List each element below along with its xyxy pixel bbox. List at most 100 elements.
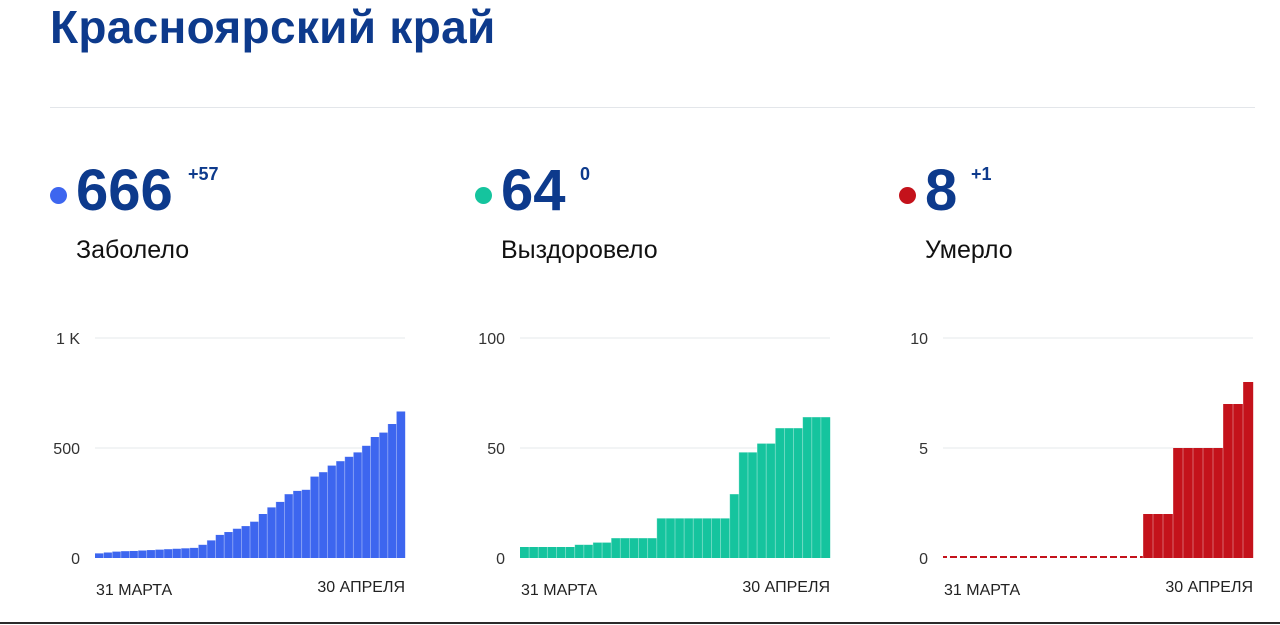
bar [318,472,328,558]
bar [301,489,311,558]
page-title: Красноярский край [50,1,496,53]
bar [620,538,630,558]
stat-infected: 666 +57 Заболело [50,160,450,270]
x-label-start: 31 МАРТА [96,582,172,599]
bar [258,514,268,558]
bar [693,518,703,558]
deaths-delta: +1 [971,164,992,184]
x-label-start: 31 МАРТА [944,582,1020,599]
bar [379,432,388,558]
bar [638,538,648,558]
bar [189,547,199,558]
recovered-dot-icon [475,187,492,204]
bar [146,550,156,558]
bar [757,443,767,558]
bar [1213,448,1224,558]
bar [520,547,530,558]
x-label-end: 30 АПРЕЛЯ [317,579,405,596]
stat-deaths: 8 +1 Умерло [899,160,1280,270]
recovered-chart: 0 50 100 31 МАРТА 30 АПРЕЛЯ [478,331,831,599]
bar [720,518,730,558]
recovered-delta: 0 [580,164,591,184]
y-tick-label: 100 [478,331,505,348]
bar [1153,514,1164,558]
bar [344,456,354,558]
bar [793,428,803,558]
bar [766,443,776,558]
bar [711,518,721,558]
recovered-value: 64 [501,158,566,223]
bar [1203,448,1214,558]
bar [684,518,694,558]
bar [565,547,575,558]
bar [1173,448,1184,558]
infected-label: Заболело [76,236,190,264]
bar [336,461,345,558]
bar [820,417,831,558]
bar [574,544,585,558]
bar [120,551,130,558]
bar [172,548,182,558]
y-tick-label: 500 [53,441,80,458]
bar [163,549,173,558]
x-label-end: 30 АПРЕЛЯ [742,579,830,596]
bar [129,550,139,558]
bar [232,528,242,558]
bar [1143,514,1154,558]
bar [802,417,812,558]
bar [775,428,785,558]
bar [241,526,251,558]
y-tick-label: 10 [910,331,928,348]
bar [665,518,676,558]
bar [784,428,794,558]
y-tick-label: 1 K [56,331,80,348]
bar [361,445,371,558]
bar [1243,382,1254,558]
bar [293,490,302,558]
bar [138,550,147,558]
bar [538,547,548,558]
x-label-start: 31 МАРТА [521,582,597,599]
infected-chart: 0 500 1 K 31 МАРТА 30 АПРЕЛЯ [53,331,406,599]
bar [206,540,216,558]
deaths-dot-icon [899,187,916,204]
y-tick-label: 0 [496,551,505,568]
bar [647,538,657,558]
bar [729,494,740,558]
bar [747,452,758,558]
y-tick-label: 50 [487,441,505,458]
y-tick-label: 0 [71,551,80,568]
bar [103,552,113,558]
infected-value: 666 [76,158,173,223]
bar [353,452,363,558]
bar [387,424,397,558]
bar [602,542,612,558]
y-tick-label: 5 [919,441,928,458]
bar [370,437,380,558]
bar [155,549,165,558]
bar [112,551,122,558]
y-tick-label: 0 [919,551,928,568]
bottom-rule [0,622,1280,624]
bar [275,501,285,558]
bar [738,452,749,558]
bar [310,476,320,558]
bar [1223,404,1234,558]
bar [215,534,225,558]
bar [1163,514,1174,558]
bar [611,538,621,558]
bar [1183,448,1194,558]
bar [592,542,603,558]
bar [224,532,233,558]
x-label-end: 30 АПРЕЛЯ [1165,579,1253,596]
bar [250,521,259,558]
deaths-value: 8 [925,158,958,223]
deaths-label: Умерло [925,236,1013,264]
bar [396,411,406,558]
bar [327,465,337,558]
bar [547,547,557,558]
infected-delta: +57 [188,164,219,184]
bar [181,548,190,558]
bar [1193,448,1204,558]
bar [1233,404,1244,558]
